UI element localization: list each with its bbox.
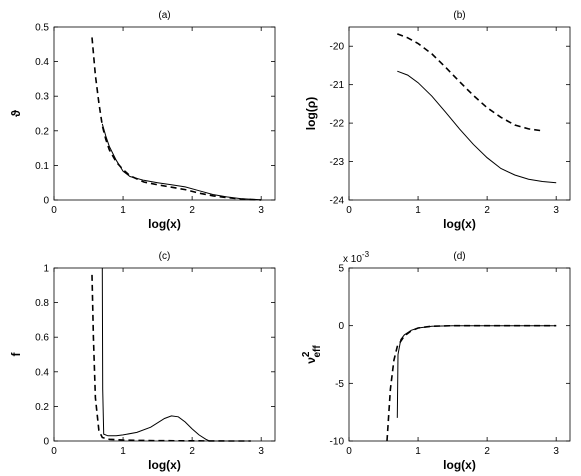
series-line-solid: [396, 325, 557, 418]
y-axis-label: ν2eff: [301, 345, 323, 364]
x-tick-label: 3: [258, 446, 264, 457]
y-tick-label: -10: [330, 437, 345, 448]
y-axis-label: f: [9, 352, 23, 357]
y-tick-label: 0.6: [35, 333, 49, 344]
y-tick-label: 0.1: [35, 161, 49, 172]
chart-title: (c): [159, 251, 171, 262]
chart-panel-1: 0 1 2 3 0 0.1 0.2 0.3 0.4 0.5 (a) log(x) ϑ: [9, 10, 276, 231]
series-line-dashed: [386, 324, 557, 442]
x-axis-label: log(x): [148, 217, 181, 231]
y-tick-label: -22: [330, 119, 345, 130]
plot-frame: [348, 26, 571, 201]
y-axis-label: ϑ: [9, 110, 23, 117]
x-tick-label: 1: [120, 205, 126, 216]
plot-frame: [53, 26, 276, 201]
y-axis-label: log(ρ): [304, 97, 318, 130]
series-line-solid: [101, 267, 251, 442]
series-line-dashed: [91, 274, 251, 442]
series-line-solid: [397, 70, 557, 184]
chart-title: (b): [453, 10, 465, 21]
y-tick-label: 0.4: [35, 57, 49, 68]
x-tick-label: 1: [120, 446, 126, 457]
y-tick-label: 0.8: [35, 298, 49, 309]
y-tick-label: -20: [330, 42, 345, 53]
y-axis-label-sub: eff: [312, 345, 323, 358]
y-tick-label: 0: [43, 196, 49, 207]
x-tick-label: 0: [51, 446, 57, 457]
x-axis-label: log(x): [443, 217, 476, 231]
x-axis-label: log(x): [148, 458, 181, 472]
y-tick-label: -24: [330, 196, 345, 207]
y-tick-label: 0.4: [35, 367, 49, 378]
axis-scale-exponent: -3: [362, 250, 370, 259]
y-axis-label-sup: 2: [301, 351, 312, 357]
chart-panel-2: 0 1 2 3 -24 -23 -22 -21 -20 (b) log(x) log(ρ): [304, 10, 571, 231]
x-tick-label: 2: [189, 205, 195, 216]
y-axis-label-base: ν: [304, 357, 318, 364]
chart-title: (a): [158, 10, 170, 21]
axis-scale-note: x 10-3: [343, 250, 370, 265]
plot-frame: [53, 267, 276, 442]
axis-scale-base: x 10: [343, 254, 362, 265]
plot-frame: [348, 267, 571, 442]
x-tick-label: 3: [258, 205, 264, 216]
y-tick-label: 0.3: [35, 92, 49, 103]
y-tick-label: 1: [43, 264, 49, 275]
y-tick-label: 0.5: [35, 23, 49, 34]
y-tick-label: 5: [338, 264, 344, 275]
x-tick-label: 2: [484, 205, 490, 216]
y-tick-label: -23: [330, 157, 345, 168]
x-tick-label: 0: [346, 205, 352, 216]
x-tick-label: 3: [553, 205, 559, 216]
y-tick-label: 0.2: [35, 402, 49, 413]
y-tick-label: -5: [335, 379, 344, 390]
chart-panel-3: 0 1 2 3 0 0.2 0.4 0.6 0.8 1 (c) log(x) f: [9, 251, 276, 472]
x-tick-label: 0: [51, 205, 57, 216]
x-tick-label: 2: [484, 446, 490, 457]
series-line-dashed: [91, 37, 262, 201]
series-line-dashed: [397, 33, 543, 132]
x-tick-label: 1: [415, 446, 421, 457]
y-tick-label: -21: [330, 80, 345, 91]
x-tick-label: 1: [415, 205, 421, 216]
x-tick-label: 2: [189, 446, 195, 457]
y-tick-label: 0.2: [35, 126, 49, 137]
x-axis-label: log(x): [443, 458, 476, 472]
x-tick-label: 0: [346, 446, 352, 457]
chart-title: (d): [453, 251, 465, 262]
y-tick-label: 0: [43, 437, 49, 448]
y-tick-label: 0: [338, 321, 344, 332]
x-tick-label: 3: [553, 446, 559, 457]
